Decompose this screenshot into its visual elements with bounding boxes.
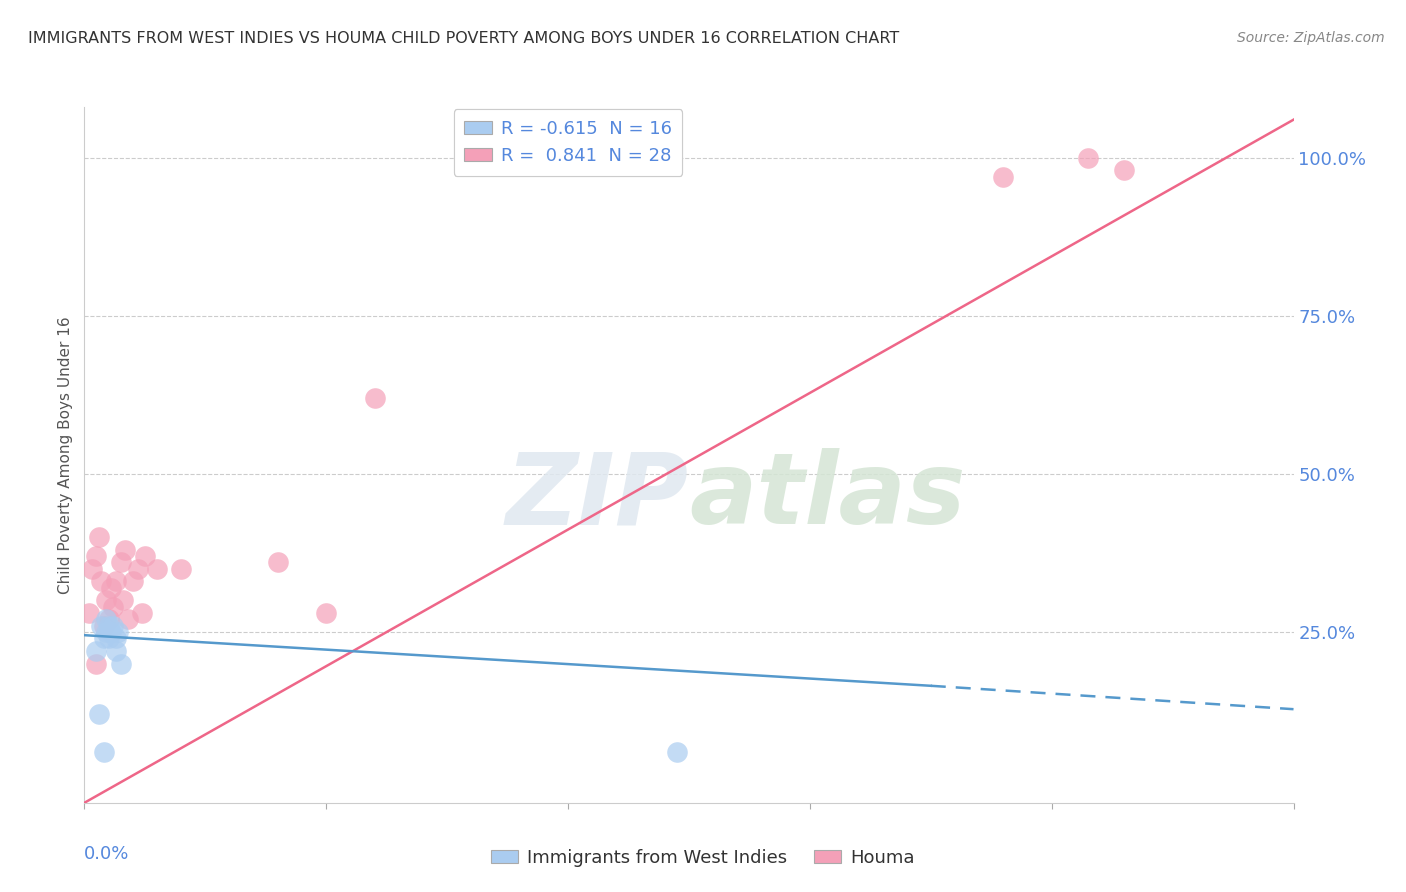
Point [87,707,110,722]
Point [114,542,136,557]
Text: atlas: atlas [689,448,966,545]
Point [104,574,127,589]
Point [87,530,110,544]
Point [110,657,132,671]
Point [86,644,108,658]
Point [100,581,122,595]
Point [94,612,117,626]
Y-axis label: Child Poverty Among Boys Under 16: Child Poverty Among Boys Under 16 [58,316,73,594]
Point [100,625,122,640]
Point [93,618,115,632]
Point [90,574,112,589]
Point [77,606,100,620]
Point [97,612,120,626]
Point [93,632,115,646]
Point [104,632,127,646]
Point [104,644,127,658]
Point [134,549,156,563]
Point [117,612,139,626]
Legend: Immigrants from West Indies, Houma: Immigrants from West Indies, Houma [484,842,922,874]
Point [665,745,688,759]
Point [86,657,108,671]
Point [93,745,115,759]
Point [86,549,108,563]
Point [103,618,125,632]
Point [112,593,135,607]
Point [107,625,129,640]
Text: 0.0%: 0.0% [84,845,129,863]
Point [363,391,385,405]
Text: Source: ZipAtlas.com: Source: ZipAtlas.com [1237,31,1385,45]
Point [94,593,117,607]
Legend: R = -0.615  N = 16, R =  0.841  N = 28: R = -0.615 N = 16, R = 0.841 N = 28 [454,109,682,176]
Point [97,618,120,632]
Point [80,562,103,576]
Point [267,556,290,570]
Point [110,556,132,570]
Point [90,618,112,632]
Point [315,606,337,620]
Text: ZIP: ZIP [506,448,689,545]
Point [121,574,143,589]
Point [1077,151,1099,165]
Point [103,599,125,614]
Point [146,562,169,576]
Point [127,562,149,576]
Point [170,562,193,576]
Point [94,625,117,640]
Point [97,632,120,646]
Text: IMMIGRANTS FROM WEST INDIES VS HOUMA CHILD POVERTY AMONG BOYS UNDER 16 CORRELATI: IMMIGRANTS FROM WEST INDIES VS HOUMA CHI… [28,31,900,46]
Point [993,169,1015,184]
Point [1114,163,1136,178]
Point [131,606,153,620]
